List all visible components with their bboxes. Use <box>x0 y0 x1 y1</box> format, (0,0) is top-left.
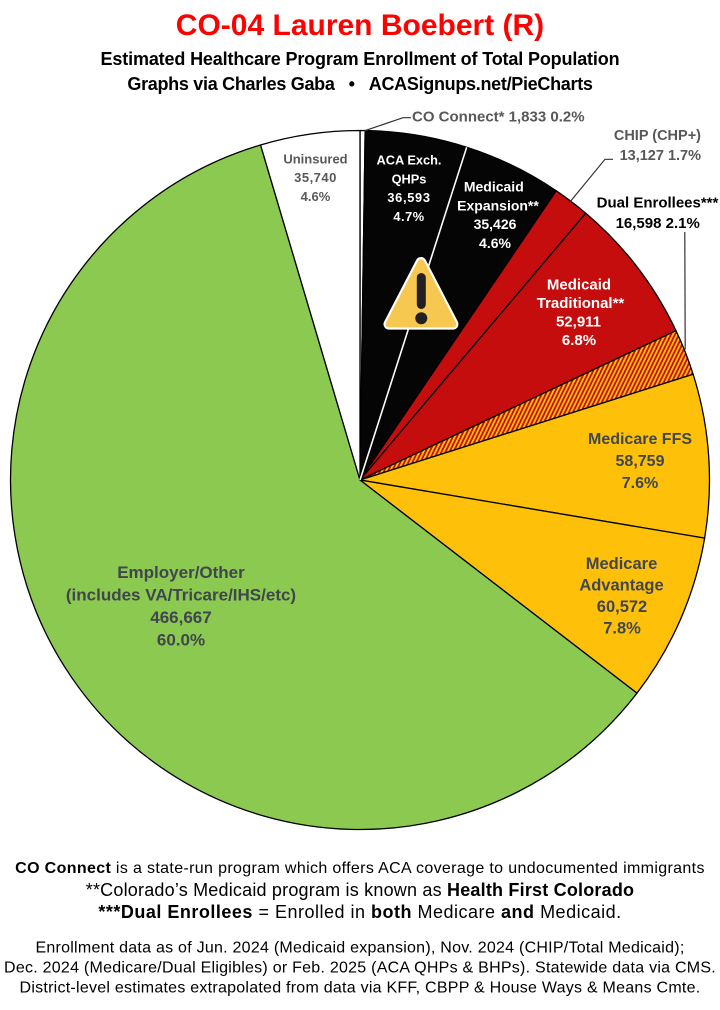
svg-text:35,426: 35,426 <box>474 216 517 232</box>
svg-text:7.6%: 7.6% <box>622 475 658 492</box>
svg-text:Traditional**: Traditional** <box>537 295 625 312</box>
svg-text:7.8%: 7.8% <box>603 619 641 637</box>
svg-text:35,740: 35,740 <box>294 170 337 185</box>
svg-text:Medicare FFS: Medicare FFS <box>588 431 692 448</box>
svg-text:Advantage: Advantage <box>579 576 663 594</box>
svg-text:CHIP (CHP+): CHIP (CHP+) <box>614 128 701 144</box>
svg-text:**Colorado’s Medicaid program: **Colorado’s Medicaid program is known a… <box>86 880 634 900</box>
svg-text:District-level estimates extra: District-level estimates extrapolated fr… <box>20 980 701 997</box>
svg-text:Medicaid: Medicaid <box>547 276 611 293</box>
svg-text:Dec. 2024 (Medicare/Dual Eligi: Dec. 2024 (Medicare/Dual Eligibles) or F… <box>4 960 716 977</box>
svg-text:Expansion**: Expansion** <box>457 197 539 213</box>
svg-text:CO Connect* 1,833 0.2%: CO Connect* 1,833 0.2% <box>412 109 585 126</box>
svg-text:Employer/Other: Employer/Other <box>117 563 245 582</box>
svg-text:(includes VA/Tricare/IHS/etc): (includes VA/Tricare/IHS/etc) <box>66 586 296 605</box>
svg-text:Uninsured: Uninsured <box>283 151 347 166</box>
svg-text:60,572: 60,572 <box>597 598 647 616</box>
svg-text:Graphs via Charles Gaba •: Graphs via Charles Gaba • ACASignups.net… <box>127 74 593 94</box>
svg-text:6.8%: 6.8% <box>562 332 596 349</box>
svg-text:4.7%: 4.7% <box>393 209 424 224</box>
svg-text:***Dual Enrollees = Enrolled i: ***Dual Enrollees = Enrolled in both Med… <box>98 902 621 922</box>
svg-text:Dual Enrollees***: Dual Enrollees*** <box>597 194 719 211</box>
svg-text:16,598 2.1%: 16,598 2.1% <box>616 215 700 232</box>
svg-text:4.6%: 4.6% <box>301 189 331 204</box>
svg-text:CO-04 Lauren Boebert (R): CO-04 Lauren Boebert (R) <box>176 9 544 42</box>
svg-text:Medicaid: Medicaid <box>464 179 524 195</box>
svg-text:Enrollment data as of Jun. 202: Enrollment data as of Jun. 2024 (Medicai… <box>35 940 684 957</box>
svg-text:60.0%: 60.0% <box>157 631 205 650</box>
svg-text:13,127 1.7%: 13,127 1.7% <box>620 148 702 164</box>
svg-text:Medicare: Medicare <box>586 555 658 573</box>
svg-text:ACA Exch.: ACA Exch. <box>377 153 442 168</box>
svg-text:4.6%: 4.6% <box>479 235 511 251</box>
svg-text:QHPs: QHPs <box>392 171 427 186</box>
svg-text:36,593: 36,593 <box>387 190 430 205</box>
svg-text:52,911: 52,911 <box>556 314 601 331</box>
svg-text:CO Connect is a state-run prog: CO Connect is a state-run program which … <box>15 860 705 877</box>
svg-text:58,759: 58,759 <box>616 453 665 470</box>
svg-text:Estimated Healthcare Program E: Estimated Healthcare Program Enrollment … <box>101 49 620 69</box>
svg-text:466,667: 466,667 <box>150 608 211 627</box>
